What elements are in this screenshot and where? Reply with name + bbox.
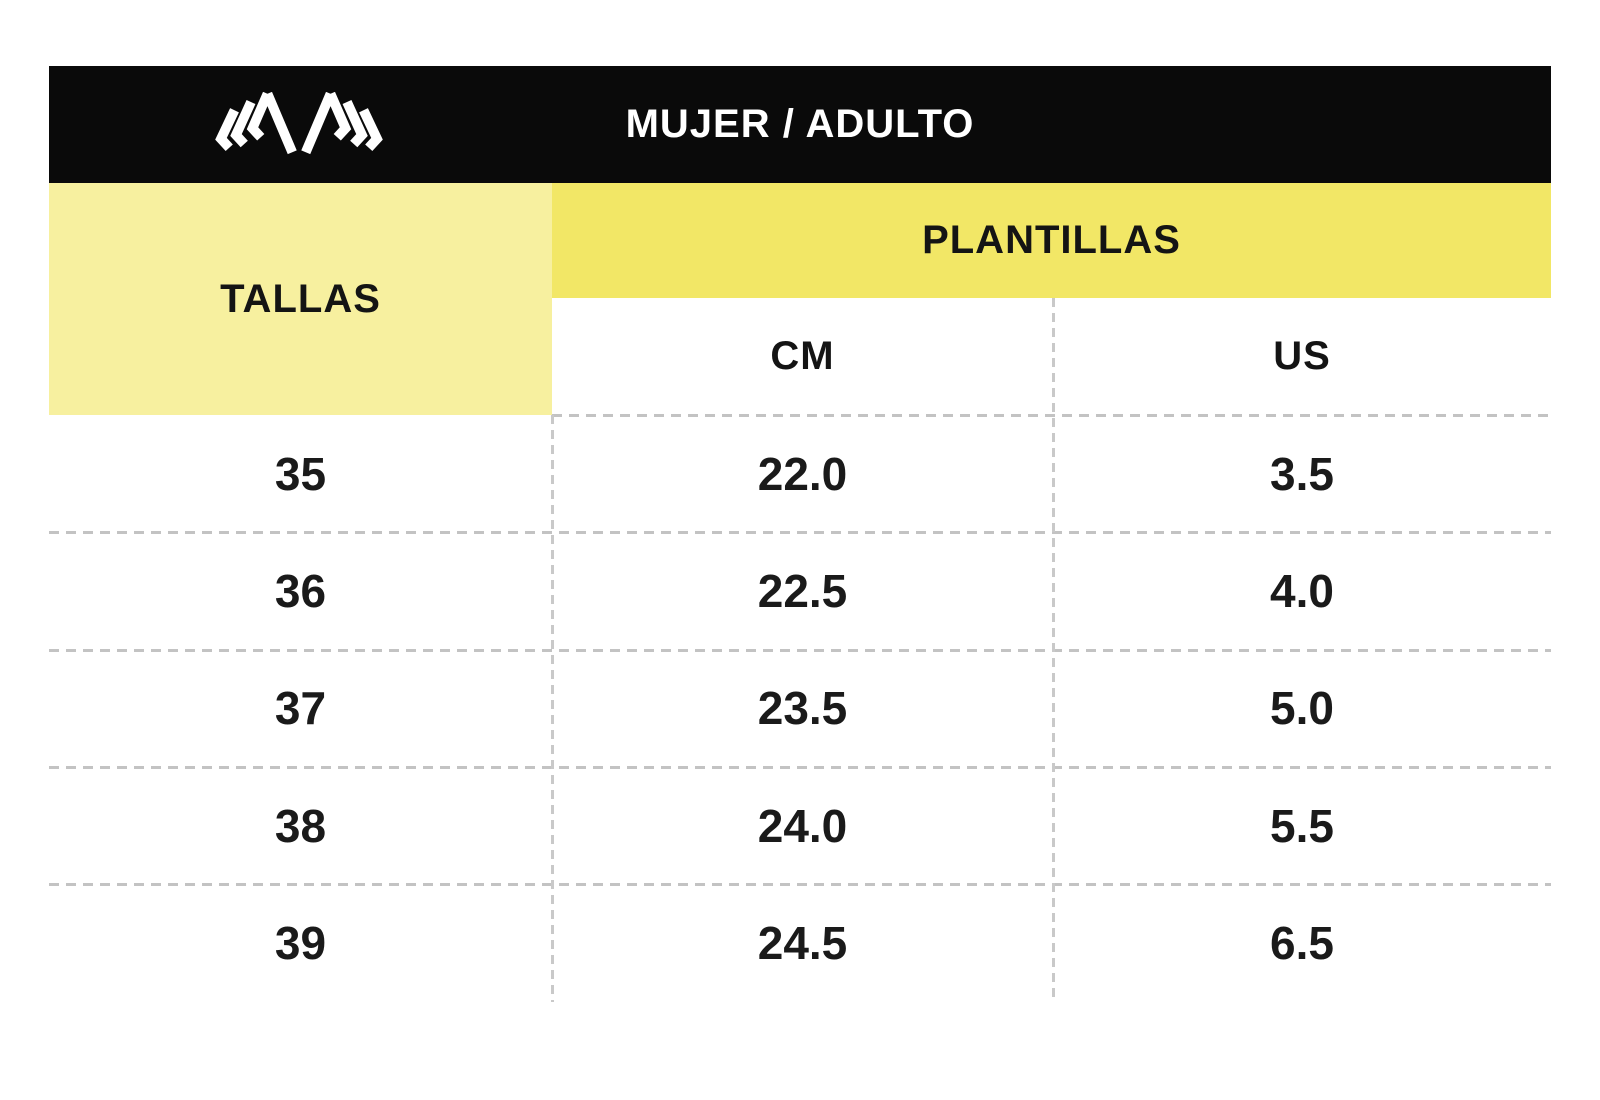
us-cell: 3.5 — [1270, 447, 1334, 500]
insoles-group-header-cell: PLANTILLAS — [552, 183, 1551, 298]
sizes-header-label: TALLAS — [220, 276, 381, 321]
insoles-group-label: PLANTILLAS — [922, 218, 1181, 262]
table-row: 38 24.0 5.5 — [49, 767, 1551, 884]
us-cell: 5.5 — [1270, 799, 1334, 852]
size-chart-table: MUJER / ADULTO TALLAS PLANTILLAS CM US 3… — [49, 66, 1551, 1076]
us-column-label: US — [1273, 334, 1331, 378]
size-cell: 35 — [274, 447, 327, 500]
us-cell: 4.0 — [1270, 565, 1334, 618]
table-row: 37 23.5 5.0 — [49, 650, 1551, 767]
row-separator — [49, 883, 1551, 886]
column-divider — [1052, 298, 1055, 1002]
size-cell: 37 — [274, 682, 327, 735]
cm-cell: 24.5 — [757, 917, 848, 970]
us-cell: 5.0 — [1270, 682, 1334, 735]
size-cell: 39 — [274, 917, 327, 970]
table-row: 39 24.5 6.5 — [49, 885, 1551, 1002]
table-title: MUJER / ADULTO — [625, 102, 975, 146]
row-separator — [552, 414, 1551, 417]
brand-ww-stripes-icon — [215, 92, 383, 155]
table-header-bar: MUJER / ADULTO — [49, 66, 1551, 183]
cm-cell: 22.0 — [757, 447, 848, 500]
row-separator — [49, 649, 1551, 652]
row-separator — [49, 531, 1551, 534]
us-column-header: US — [1053, 298, 1551, 415]
table-body: 35 22.0 3.5 36 22.5 4.0 37 23.5 5.0 38 2… — [49, 415, 1551, 1002]
row-separator — [49, 766, 1551, 769]
cm-cell: 22.5 — [757, 565, 848, 618]
cm-column-header: CM — [552, 298, 1053, 415]
size-cell: 38 — [274, 799, 327, 852]
cm-cell: 23.5 — [757, 682, 848, 735]
sizes-header-cell: TALLAS — [49, 183, 552, 415]
size-cell: 36 — [274, 565, 327, 618]
table-row: 36 22.5 4.0 — [49, 532, 1551, 649]
column-divider — [551, 415, 554, 1002]
us-cell: 6.5 — [1270, 917, 1334, 970]
table-row: 35 22.0 3.5 — [49, 415, 1551, 532]
cm-column-label: CM — [770, 334, 835, 378]
cm-cell: 24.0 — [757, 799, 848, 852]
